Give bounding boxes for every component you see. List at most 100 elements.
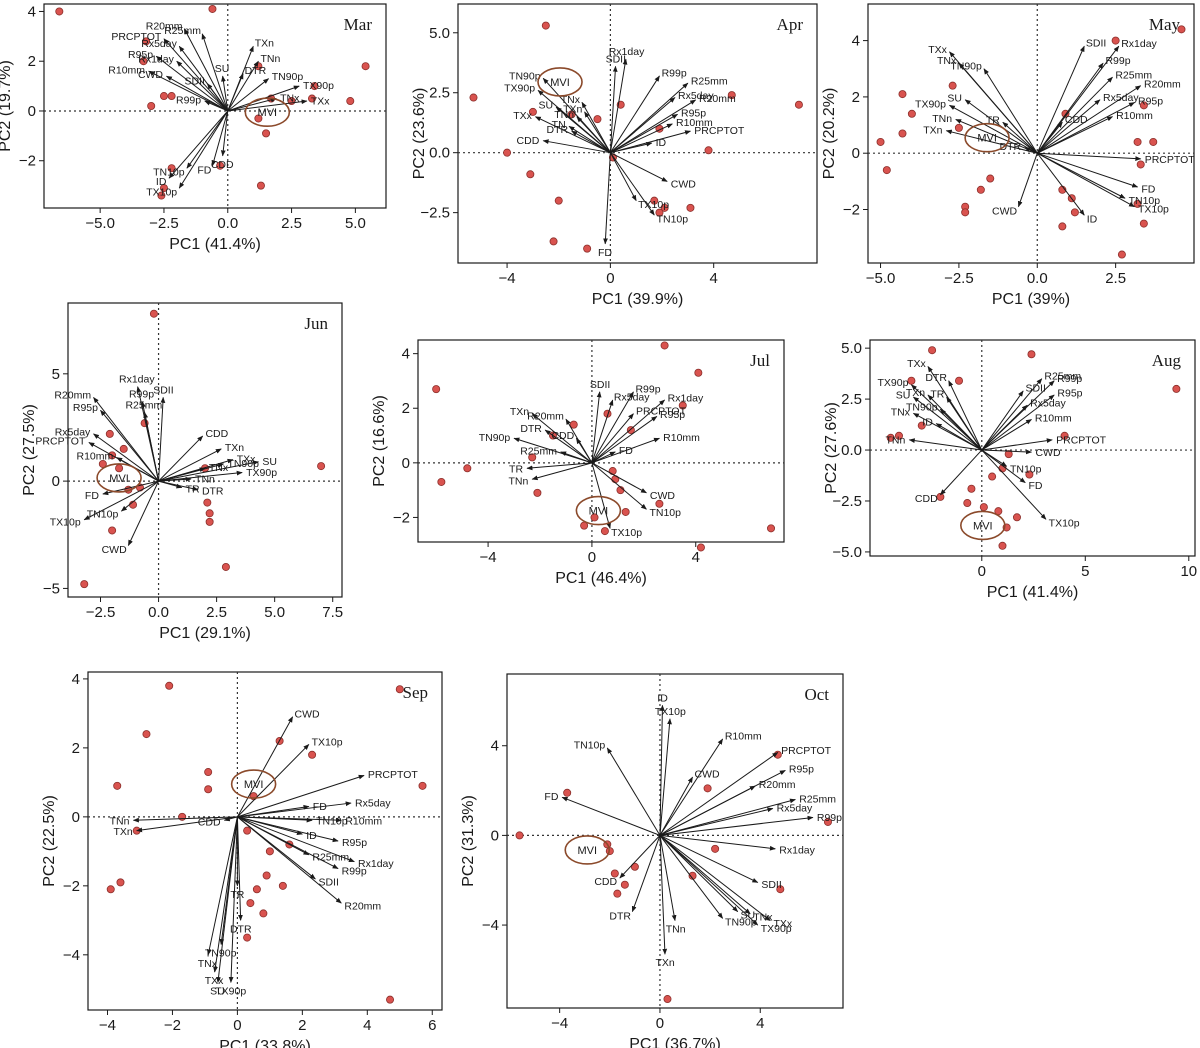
- loading-label: TR: [230, 889, 244, 901]
- mvi-highlight-ellipse: [960, 510, 1006, 541]
- loading-vector-dtr: [1024, 147, 1038, 154]
- loading-vector-r95p: [100, 409, 159, 482]
- score-point: [660, 341, 669, 350]
- loading-vector-su: [216, 816, 238, 984]
- score-point: [660, 203, 669, 212]
- score-point: [205, 517, 214, 526]
- mvi-highlight-ellipse: [96, 463, 142, 493]
- y-tick-label: 0: [28, 103, 36, 120]
- loading-label: CDD: [198, 816, 221, 828]
- y-tick-label: −2: [63, 878, 80, 895]
- loading-vector-tnn: [908, 438, 982, 451]
- loading-vector-r99p: [659, 815, 814, 836]
- score-point: [528, 453, 537, 462]
- loading-vector-prcptot: [591, 413, 634, 464]
- y-tick-label: 2.5: [429, 85, 450, 102]
- loading-vector-dtr: [227, 73, 244, 112]
- x-tick-label: 10: [1180, 563, 1197, 580]
- score-point: [823, 817, 832, 826]
- x-tick-label: 4: [363, 1017, 371, 1034]
- loading-vector-tn90p: [659, 835, 724, 919]
- loading-vector-su: [221, 75, 229, 112]
- loading-label: R20mm: [699, 93, 736, 105]
- score-point: [621, 507, 630, 516]
- score-point: [116, 878, 125, 887]
- score-point: [105, 429, 114, 438]
- loading-vector-sdii: [206, 83, 229, 112]
- panel-jun: −2.5 0.0 2.5 5.0 7.5 −5 0 5 PC1 (29.1%) PC2 (27.5…: [21, 302, 343, 642]
- loading-label: TNx: [561, 94, 581, 106]
- score-point: [610, 869, 619, 878]
- score-point: [686, 203, 695, 212]
- loading-label: Rx1day: [779, 844, 815, 856]
- panel-aug: 0 5 10 −5.0 −2.5 0.0 2.5 5.0 PC1 (41.4%) PC2 (27.…: [823, 339, 1197, 601]
- panel-title: Oct: [804, 685, 829, 704]
- loading-vector-sdii: [981, 390, 1024, 451]
- loading-label: Rx5day: [614, 391, 650, 403]
- score-point: [694, 368, 703, 377]
- loading-vector-fd: [237, 804, 310, 818]
- score-point: [928, 346, 937, 355]
- loading-label: R95p: [660, 409, 685, 421]
- loading-label: CDD: [211, 159, 234, 171]
- plot-frame: [417, 339, 785, 543]
- score-point: [308, 750, 317, 759]
- loading-label: TN90p: [725, 917, 757, 929]
- loading-label: TNn: [932, 113, 952, 125]
- loading-label: R10mm: [663, 432, 700, 444]
- loading-vector-tn90p: [983, 68, 1038, 154]
- loading-label: TXn: [923, 125, 942, 137]
- loading-label: TNn: [554, 109, 574, 121]
- score-point: [167, 92, 176, 101]
- panel-apr: −4 0 4 −2.5 0.0 2.5 5.0 PC1 (39.9%) PC2 (23.6%) A…: [411, 3, 818, 308]
- loading-vector-tx90p: [158, 470, 243, 482]
- loading-vector-txn: [659, 835, 668, 955]
- loading-label: TNn: [886, 434, 906, 446]
- loading-label: TXn: [906, 387, 925, 399]
- loading-label: TN10p: [1010, 464, 1042, 476]
- loading-vector-r95p: [610, 113, 679, 154]
- score-point: [246, 899, 255, 908]
- score-point: [159, 184, 168, 193]
- loading-label: SDII: [1025, 383, 1045, 395]
- loading-vector-txn: [945, 129, 1038, 154]
- y-tick-label: 5.0: [841, 340, 862, 357]
- loading-label: TN90p: [906, 401, 938, 413]
- score-point: [533, 488, 542, 497]
- score-point: [794, 100, 803, 109]
- loading-label: TN10p: [316, 815, 348, 827]
- loading-label: TX10p: [1138, 204, 1169, 216]
- loading-label: SU: [262, 456, 277, 468]
- score-point: [386, 995, 395, 1004]
- loading-label: PRCPTOT: [1145, 154, 1196, 166]
- panel-may: −5.0 −2.5 0.0 2.5 −2 0 2 4 PC1 (39%) PC2 (20.2%) M…: [821, 3, 1196, 308]
- loading-label: SDII: [318, 876, 338, 888]
- loading-label: R20mm: [146, 20, 183, 32]
- panel-title: Mar: [344, 15, 373, 34]
- loading-vector-r25mm: [201, 33, 229, 112]
- loading-vector-su: [912, 396, 983, 451]
- score-point: [259, 909, 268, 918]
- loading-vector-r95p: [237, 816, 339, 843]
- loading-vector-fd: [561, 796, 661, 836]
- score-point: [986, 174, 995, 183]
- y-tick-label: 4: [491, 738, 499, 755]
- score-point: [310, 82, 319, 91]
- loading-label: FD: [544, 791, 558, 803]
- loading-label: R10mm: [725, 731, 762, 743]
- score-point: [361, 62, 370, 71]
- loading-label: TN10p: [87, 509, 119, 521]
- plot-frame: [506, 673, 844, 1009]
- score-point: [113, 781, 122, 790]
- y-tick-label: −2.5: [420, 205, 450, 222]
- score-point: [208, 4, 217, 13]
- loading-vector-tnn: [576, 116, 611, 154]
- loading-label: Rx5day: [55, 427, 91, 439]
- loading-vector-fd: [211, 110, 229, 167]
- score-point: [278, 881, 287, 890]
- loading-vector-txn: [531, 413, 593, 464]
- score-point: [142, 37, 151, 46]
- loading-label: DTR: [520, 423, 542, 435]
- mvi-label: MVI: [577, 845, 597, 857]
- score-point: [608, 467, 617, 476]
